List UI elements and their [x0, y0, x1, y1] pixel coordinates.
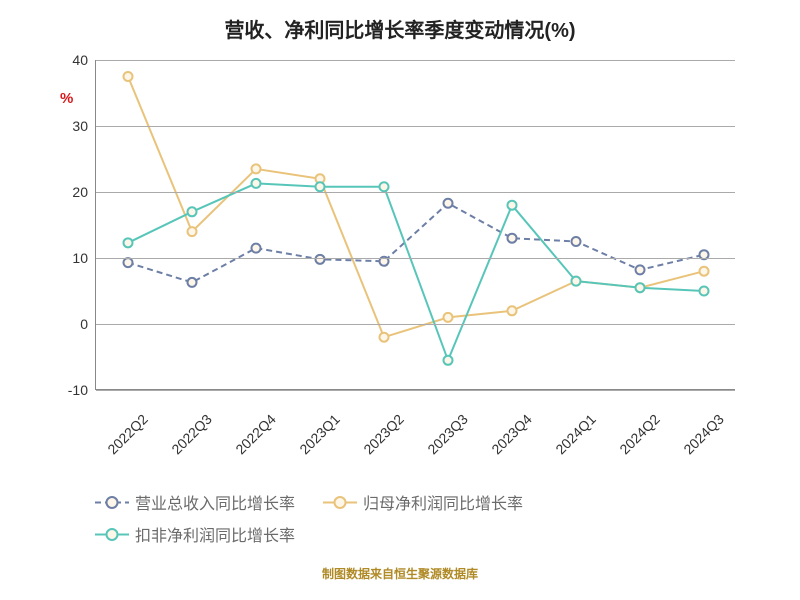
- series-line: [128, 77, 704, 338]
- series-marker: [124, 258, 133, 267]
- y-tick-label: 20: [72, 184, 96, 200]
- series-marker: [444, 199, 453, 208]
- series-marker: [380, 333, 389, 342]
- x-tick-label: 2023Q1: [292, 407, 343, 458]
- grid-line: [96, 258, 735, 259]
- series-marker: [508, 201, 517, 210]
- chart-container: 营收、净利同比增长率季度变动情况(%) % -100102030402022Q2…: [0, 0, 800, 600]
- grid-line: [96, 324, 735, 325]
- series-marker: [508, 306, 517, 315]
- grid-line: [96, 60, 735, 61]
- legend-item: 营业总收入同比增长率: [95, 490, 295, 514]
- series-marker: [572, 277, 581, 286]
- series-marker: [124, 72, 133, 81]
- series-marker: [188, 278, 197, 287]
- x-tick-label: 2024Q2: [612, 407, 663, 458]
- grid-line: [96, 126, 735, 127]
- series-marker: [252, 244, 261, 253]
- legend-label: 归母净利润同比增长率: [363, 490, 523, 514]
- grid-line: [96, 390, 735, 391]
- series-marker: [508, 234, 517, 243]
- chart-svg: [96, 60, 736, 390]
- x-tick-label: 2024Q1: [548, 407, 599, 458]
- x-tick-label: 2022Q2: [100, 407, 151, 458]
- legend-item: 扣非净利润同比增长率: [95, 522, 295, 546]
- x-tick-label: 2023Q4: [484, 407, 535, 458]
- series-marker: [316, 182, 325, 191]
- series-marker: [700, 267, 709, 276]
- plot-area: -100102030402022Q22022Q32022Q42023Q12023…: [95, 60, 735, 390]
- y-tick-label: -10: [68, 382, 96, 398]
- series-marker: [316, 255, 325, 264]
- grid-line: [96, 192, 735, 193]
- footer-credit: 制图数据来自恒生聚源数据库: [0, 565, 800, 582]
- series-line: [128, 203, 704, 282]
- series-marker: [380, 182, 389, 191]
- series-marker: [572, 237, 581, 246]
- series-marker: [188, 227, 197, 236]
- series-marker: [636, 265, 645, 274]
- series-marker: [124, 238, 133, 247]
- series-marker: [444, 356, 453, 365]
- series-marker: [636, 283, 645, 292]
- legend: 营业总收入同比增长率 归母净利润同比增长率扣非净利润同比增长率: [95, 490, 735, 546]
- x-tick-label: 2023Q2: [356, 407, 407, 458]
- series-marker: [252, 164, 261, 173]
- series-marker: [444, 313, 453, 322]
- x-tick-label: 2022Q4: [228, 407, 279, 458]
- legend-swatch-icon: [95, 527, 129, 542]
- y-tick-label: 0: [80, 316, 96, 332]
- chart-title: 营收、净利同比增长率季度变动情况(%): [0, 14, 800, 43]
- y-axis-unit: %: [60, 90, 73, 107]
- y-tick-label: 10: [72, 250, 96, 266]
- series-marker: [700, 287, 709, 296]
- legend-label: 扣非净利润同比增长率: [135, 522, 295, 546]
- series-marker: [188, 207, 197, 216]
- legend-swatch-icon: [323, 495, 357, 510]
- x-tick-label: 2022Q3: [164, 407, 215, 458]
- y-tick-label: 30: [72, 118, 96, 134]
- y-tick-label: 40: [72, 52, 96, 68]
- legend-label: 营业总收入同比增长率: [135, 490, 295, 514]
- series-marker: [252, 179, 261, 188]
- legend-item: 归母净利润同比增长率: [323, 490, 523, 514]
- legend-swatch-icon: [95, 495, 129, 510]
- x-tick-label: 2024Q3: [676, 407, 727, 458]
- x-tick-label: 2023Q3: [420, 407, 471, 458]
